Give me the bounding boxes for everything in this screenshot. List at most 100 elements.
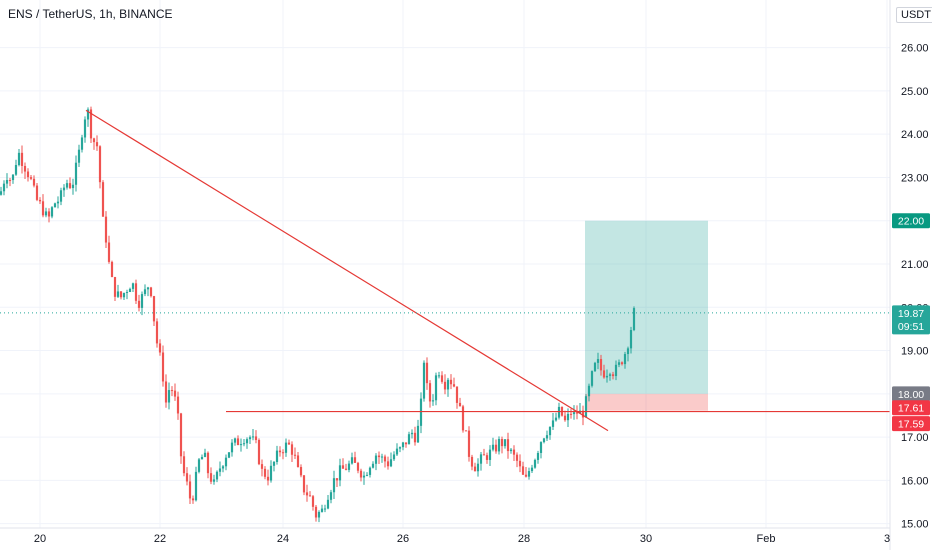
- candle-body: [620, 362, 624, 365]
- candle-body: [134, 283, 138, 301]
- candle-body: [89, 109, 93, 139]
- candle-body: [524, 474, 528, 477]
- candle-body: [32, 178, 36, 186]
- candle-body: [176, 396, 180, 414]
- candle-body: [443, 381, 447, 390]
- candle-body: [455, 386, 459, 403]
- candle-body: [170, 390, 174, 392]
- candle-body: [236, 438, 240, 446]
- candle-body: [56, 201, 60, 204]
- candle-body: [317, 511, 321, 518]
- candle-body: [194, 471, 198, 501]
- candle-body: [254, 436, 258, 440]
- candle-body: [62, 187, 66, 191]
- currency-label[interactable]: USDT: [896, 7, 932, 23]
- candle-body: [446, 379, 450, 390]
- candle-body: [77, 149, 81, 163]
- candle-body: [23, 165, 27, 172]
- candle-body: [80, 137, 84, 150]
- candle-body: [413, 432, 417, 443]
- candle-body: [188, 481, 192, 499]
- candle-body: [599, 359, 603, 371]
- candle-body: [467, 430, 471, 457]
- candle-body: [137, 300, 141, 308]
- candle-body: [128, 288, 132, 293]
- candle-body: [248, 437, 252, 440]
- candle-body: [269, 465, 273, 481]
- candle-body: [428, 383, 432, 402]
- candle-body: [293, 454, 297, 456]
- position-zones: [585, 220, 708, 411]
- x-tick-label: 20: [34, 533, 46, 545]
- candle-body: [566, 413, 570, 421]
- candle-body: [398, 447, 402, 449]
- candle-body: [572, 412, 576, 415]
- entry-price-label-bg: [892, 386, 930, 402]
- candle-body: [323, 508, 327, 510]
- candle-body: [278, 450, 282, 453]
- candle-body: [359, 470, 363, 478]
- grid: [0, 0, 890, 528]
- candle-body: [245, 439, 249, 444]
- candle-body: [554, 417, 558, 421]
- candle-body: [167, 390, 171, 403]
- stop-price-label: 17.59: [898, 419, 924, 431]
- candle-body: [215, 471, 219, 480]
- candle-body: [221, 466, 225, 469]
- candle-body: [284, 442, 288, 453]
- price-axis: 15.0016.0017.0018.0019.0020.0021.0022.00…: [889, 0, 929, 550]
- candle-body: [326, 499, 330, 509]
- candle-body: [383, 456, 387, 462]
- x-tick-label: Feb: [757, 533, 776, 545]
- candle-body: [533, 459, 537, 468]
- candle-body: [548, 426, 552, 436]
- candle-body: [311, 496, 315, 507]
- candle-body: [35, 185, 39, 200]
- candle-body: [596, 359, 600, 363]
- y-tick-label: 23.00: [901, 172, 929, 184]
- candle-body: [368, 467, 372, 475]
- candle-body: [287, 442, 291, 445]
- symbol-title: ENS / TetherUS, 1h, BINANCE: [8, 7, 173, 21]
- candle-body: [206, 452, 210, 474]
- candle-body: [296, 455, 300, 468]
- x-tick-label: 3: [884, 533, 890, 545]
- candle-body: [86, 109, 90, 120]
- candle-body: [542, 438, 546, 443]
- candle-body: [158, 343, 162, 353]
- candle-body: [605, 375, 609, 378]
- stop-price-label-bg: [892, 416, 930, 432]
- candle-body: [173, 390, 177, 397]
- candle-body: [98, 146, 102, 183]
- candle-body: [335, 478, 339, 481]
- y-tick-label: 25.00: [901, 86, 929, 98]
- candle-body: [275, 450, 279, 462]
- candle-body: [230, 442, 234, 453]
- candle-body: [260, 464, 264, 469]
- candle-body: [263, 468, 267, 477]
- candle-body: [182, 456, 186, 474]
- candle-body: [341, 465, 345, 469]
- target-price-label-bg: [892, 213, 930, 229]
- candle-body: [212, 479, 216, 482]
- candle-body: [527, 471, 531, 477]
- candle-body: [470, 456, 474, 467]
- candle-body: [347, 463, 351, 470]
- candle-body: [503, 439, 507, 447]
- candle-body: [20, 152, 24, 166]
- candle-body: [83, 119, 87, 138]
- candle-body: [392, 454, 396, 460]
- candle-body: [122, 293, 126, 298]
- countdown-label: 09:51: [898, 321, 924, 333]
- candle-body: [209, 473, 213, 482]
- candle-body: [530, 467, 534, 472]
- candle-body: [332, 478, 336, 493]
- candle-body: [101, 182, 105, 217]
- candle-body: [407, 434, 411, 445]
- x-tick-label: 24: [277, 533, 289, 545]
- candle-body: [416, 425, 420, 443]
- candle-body: [482, 454, 486, 456]
- candle-body: [350, 457, 354, 464]
